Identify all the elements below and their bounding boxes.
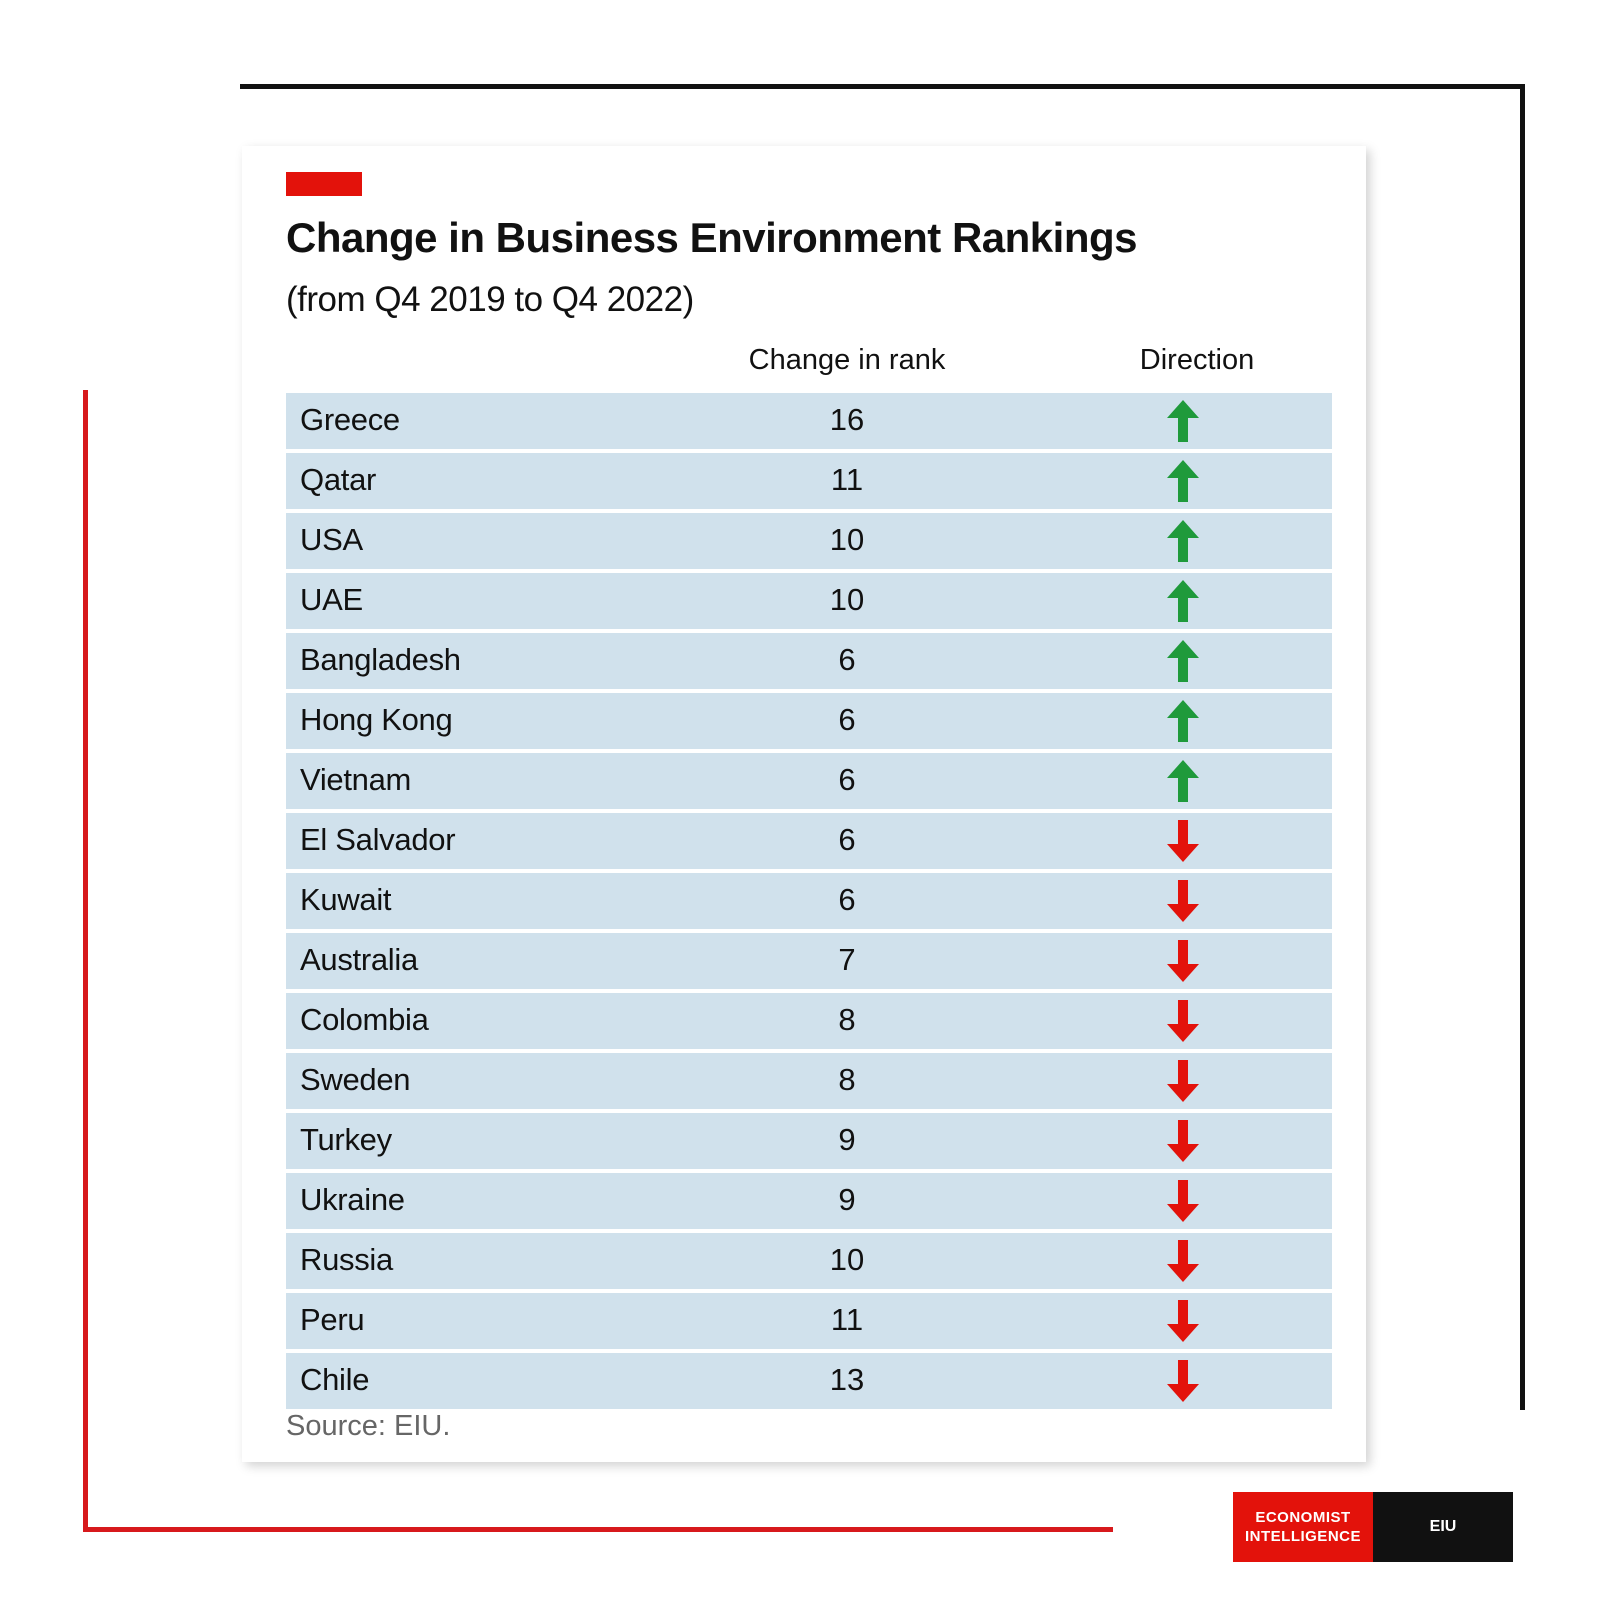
rank-change-value: 11 [830, 462, 864, 497]
frame-line-top [240, 84, 1524, 89]
country-label: El Salvador [300, 822, 456, 857]
country-label: USA [300, 522, 363, 557]
country-label: Peru [300, 1302, 365, 1337]
rank-change-value: 8 [838, 1062, 856, 1097]
frame-line-left [83, 390, 88, 1532]
arrow-down-icon [1167, 1060, 1199, 1102]
frame-line-right [1520, 84, 1525, 1410]
chart-card: Change in Business Environment Rankings … [242, 146, 1366, 1462]
arrow-up-icon [1167, 640, 1199, 682]
rank-change-value: 10 [829, 1242, 865, 1277]
logo-red-block: ECONOMIST INTELLIGENCE [1233, 1492, 1373, 1562]
source-note: Source: EIU. [286, 1410, 451, 1442]
rank-change-value: 9 [838, 1122, 856, 1157]
arrow-down-icon [1167, 880, 1199, 922]
table-row: Qatar 11 [286, 453, 1332, 509]
chart-subtitle: (from Q4 2019 to Q4 2022) [286, 280, 694, 319]
chart-title: Change in Business Environment Rankings [286, 214, 1138, 261]
column-header-change: Change in rank [748, 344, 946, 376]
table-row: Russia 10 [286, 1233, 1332, 1289]
country-label: Ukraine [300, 1182, 405, 1217]
country-label: Hong Kong [300, 702, 453, 737]
country-label: Colombia [300, 1002, 429, 1037]
eiu-logo: ECONOMIST INTELLIGENCE EIU [1233, 1492, 1513, 1562]
table-row: Bangladesh 6 [286, 633, 1332, 689]
frame-line-bottom [83, 1527, 1113, 1532]
rank-change-value: 6 [838, 822, 856, 857]
arrow-down-icon [1167, 1300, 1199, 1342]
arrow-up-icon [1167, 760, 1199, 802]
arrow-down-icon [1167, 1240, 1199, 1282]
table-row: Australia 7 [286, 933, 1332, 989]
table-row: UAE 10 [286, 573, 1332, 629]
rank-change-value: 8 [838, 1002, 856, 1037]
arrow-down-icon [1167, 820, 1199, 862]
country-label: Vietnam [300, 762, 412, 797]
arrow-up-icon [1167, 520, 1199, 562]
country-label: Sweden [300, 1062, 411, 1097]
rank-change-value: 10 [829, 582, 865, 617]
country-label: Bangladesh [300, 642, 461, 677]
arrow-up-icon [1167, 580, 1199, 622]
table-row: Chile 13 [286, 1353, 1332, 1409]
table-row: USA 10 [286, 513, 1332, 569]
table-row: Turkey 9 [286, 1113, 1332, 1169]
table-row: Kuwait 6 [286, 873, 1332, 929]
rank-change-value: 13 [829, 1362, 865, 1397]
country-label: Greece [300, 402, 400, 437]
country-label: Russia [300, 1242, 393, 1277]
arrow-down-icon [1167, 1360, 1199, 1402]
column-header-direction: Direction [1139, 344, 1255, 376]
table-row: Hong Kong 6 [286, 693, 1332, 749]
arrow-down-icon [1167, 1000, 1199, 1042]
red-tag [286, 172, 362, 196]
rank-change-value: 10 [829, 522, 865, 557]
arrow-down-icon [1167, 1120, 1199, 1162]
arrow-up-icon [1167, 400, 1199, 442]
rank-change-value: 9 [838, 1182, 856, 1217]
arrow-down-icon [1167, 940, 1199, 982]
country-label: Qatar [300, 462, 377, 497]
rank-change-value: 6 [838, 642, 856, 677]
table-row: Colombia 8 [286, 993, 1332, 1049]
logo-line1: ECONOMIST [1255, 1509, 1351, 1526]
arrow-up-icon [1167, 700, 1199, 742]
rank-change-value: 16 [829, 402, 865, 437]
arrow-up-icon [1167, 460, 1199, 502]
logo-short: EIU [1429, 1518, 1457, 1535]
rank-change-value: 6 [838, 882, 856, 917]
country-label: Turkey [300, 1122, 392, 1157]
country-label: Kuwait [300, 882, 392, 917]
table-row: El Salvador 6 [286, 813, 1332, 869]
table-row: Greece 16 [286, 393, 1332, 449]
logo-black-block: EIU [1373, 1492, 1513, 1562]
table-row: Peru 11 [286, 1293, 1332, 1349]
table-row: Vietnam 6 [286, 753, 1332, 809]
logo-line2: INTELLIGENCE [1244, 1528, 1361, 1545]
table-body: Greece 16 Qatar 11 USA 10 UAE 10 Bangladesh 6 Hong… [286, 393, 1332, 1413]
arrow-down-icon [1167, 1180, 1199, 1222]
table-row: Sweden 8 [286, 1053, 1332, 1109]
country-label: Australia [300, 942, 418, 977]
country-label: UAE [300, 582, 363, 617]
rank-change-value: 6 [838, 762, 856, 797]
table-row: Ukraine 9 [286, 1173, 1332, 1229]
rank-change-value: 11 [830, 1302, 864, 1337]
rank-change-value: 6 [838, 702, 856, 737]
country-label: Chile [300, 1362, 370, 1397]
rank-change-value: 7 [838, 942, 856, 977]
